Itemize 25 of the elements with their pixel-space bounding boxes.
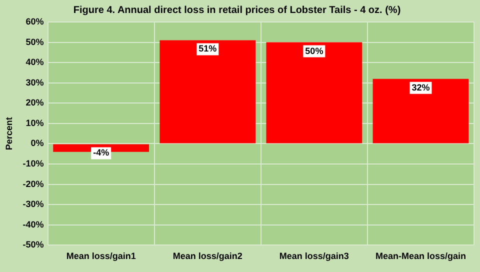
data-label: -4% [93, 148, 110, 158]
y-tick-label: 0% [30, 138, 44, 148]
y-tick-label: -30% [22, 199, 44, 210]
y-axis-title: Percent [4, 117, 14, 150]
y-tick-label: -50% [22, 240, 44, 250]
y-tick-label: 40% [26, 57, 44, 68]
y-tick-label: -40% [22, 219, 44, 230]
x-tick-label: Mean loss/gain2 [172, 251, 242, 262]
y-tick-label: 30% [26, 77, 44, 88]
data-label: 50% [305, 46, 324, 56]
data-label: 32% [412, 82, 430, 92]
y-tick-label: 50% [26, 36, 44, 47]
bar [372, 78, 469, 144]
chart-title: Figure 4. Annual direct loss in retail prices of Lobster Tails - 4 oz. (%) [73, 4, 401, 16]
x-tick-label: Mean-Mean loss/gain [375, 251, 466, 262]
bar [266, 42, 362, 144]
y-tick-label: 60% [26, 16, 44, 26]
y-tick-label: -10% [22, 158, 44, 169]
data-label: 51% [198, 44, 217, 54]
x-tick-label: Mean loss/gain1 [66, 251, 136, 262]
y-tick-label: 20% [26, 98, 44, 108]
y-tick-label: 10% [26, 118, 44, 128]
x-tick-label: Mean loss/gain3 [279, 251, 349, 262]
y-tick-label: -20% [22, 178, 44, 189]
bar [160, 40, 256, 144]
